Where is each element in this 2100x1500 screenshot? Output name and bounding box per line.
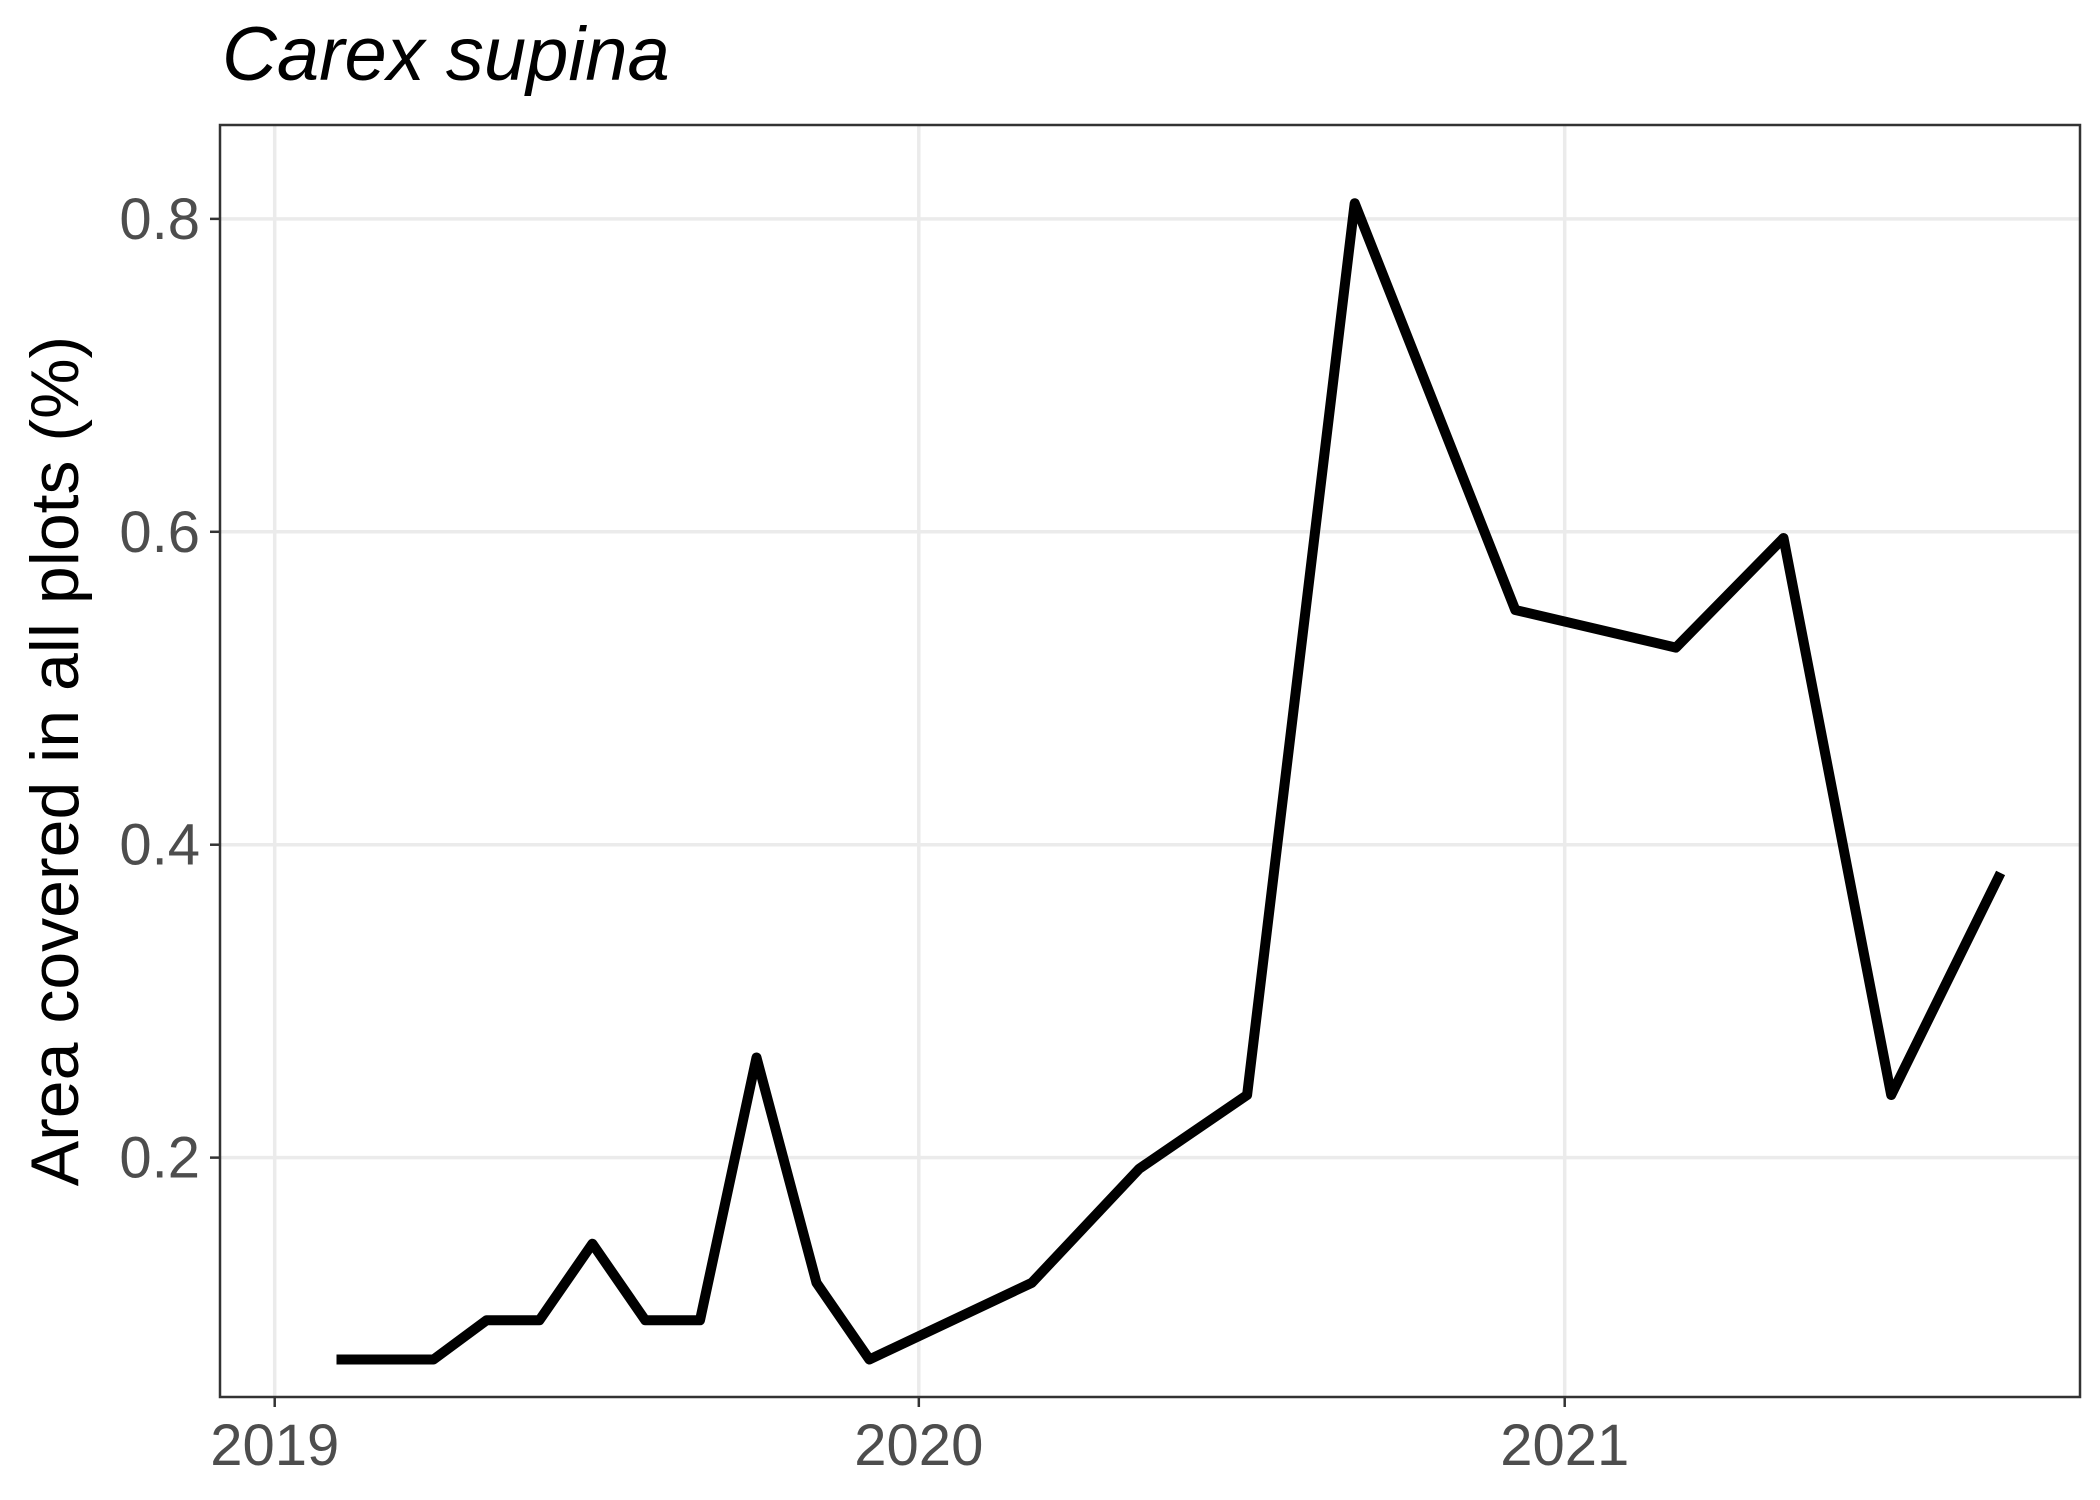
chart-title: Carex supina — [222, 12, 670, 97]
y-grid-lines — [220, 217, 2080, 1160]
x-grid-lines — [272, 125, 1567, 1397]
plot-panel-border — [218, 123, 2082, 1399]
y-tick-label: 0.8 — [119, 187, 200, 252]
y-axis-label: Area covered in all plots (%) — [17, 336, 93, 1186]
x-axis-ticks: 2019 2020 2021 — [210, 1397, 1629, 1478]
x-tick-label: 2020 — [854, 1413, 983, 1478]
data-series — [336, 198, 2006, 1365]
y-tick-label: 0.6 — [119, 500, 200, 565]
y-axis-ticks: 0.2 0.4 0.6 0.8 — [119, 187, 220, 1191]
y-tick-label: 0.2 — [119, 1126, 200, 1191]
series-line — [336, 198, 2006, 1365]
x-tick-label: 2019 — [210, 1413, 339, 1478]
y-tick-label: 0.4 — [119, 813, 200, 878]
x-tick-label: 2021 — [1500, 1413, 1629, 1478]
